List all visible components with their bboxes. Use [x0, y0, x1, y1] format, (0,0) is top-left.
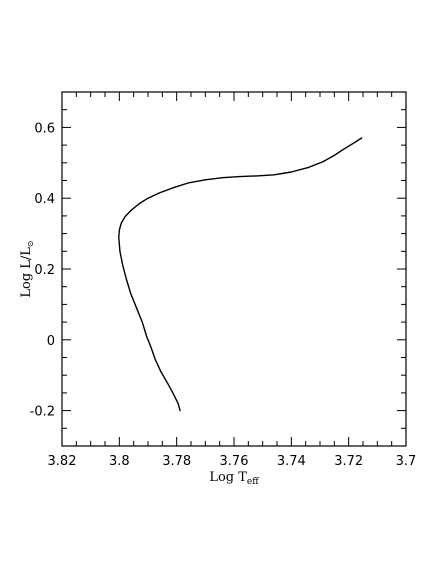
plot-frame — [61, 91, 407, 447]
x-tick-label: 3.72 — [334, 454, 363, 469]
x-tick-label: 3.7 — [396, 454, 417, 469]
x-axis-label-subscript: eff — [247, 477, 259, 487]
y-tick-label: -0.2 — [30, 405, 55, 420]
y-tick-label: 0.4 — [34, 192, 55, 207]
y-tick-label: 0 — [47, 334, 55, 349]
x-axis-label: Log Teff — [209, 470, 259, 487]
y-axis-label: Log L/L⊙ — [19, 240, 35, 297]
y-tick-label: 0.6 — [34, 121, 55, 136]
x-tick-label: 3.74 — [277, 454, 306, 469]
x-tick-label: 3.8 — [109, 454, 130, 469]
tick-labels: 3.82 3.8 3.78 3.76 3.74 3.72 3.7 0.6 0.4 0.2 0 -0.2 — [30, 121, 417, 469]
x-tick-label: 3.78 — [162, 454, 191, 469]
y-axis-label-subscript: ⊙ — [26, 240, 35, 247]
y-tick-label: 0.2 — [34, 263, 55, 278]
x-tick-label: 3.82 — [48, 454, 77, 469]
evolutionary-track-line — [118, 137, 363, 412]
x-tick-label: 3.76 — [220, 454, 249, 469]
axis-ticks — [61, 91, 407, 447]
